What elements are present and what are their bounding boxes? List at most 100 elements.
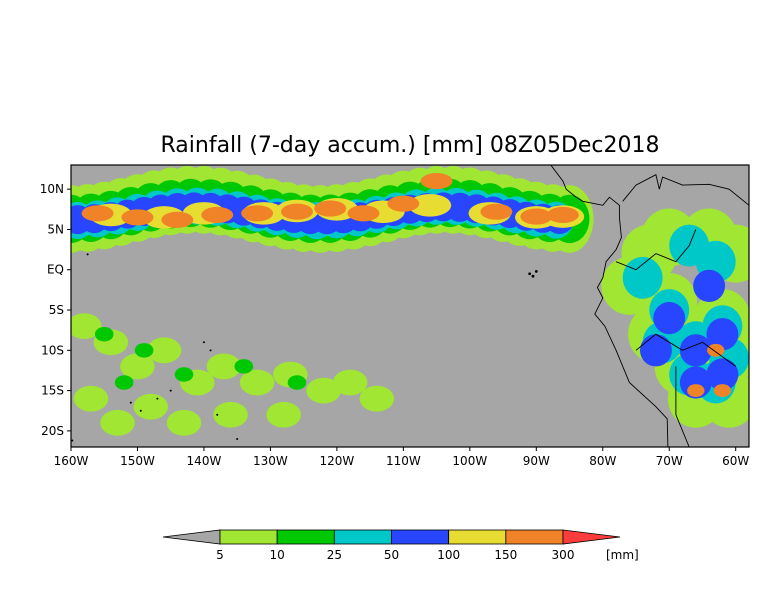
colorbar-level-label: 100	[437, 548, 460, 562]
rain-patch	[408, 194, 452, 217]
island-marker	[139, 409, 142, 412]
colorbar-level-label: 50	[384, 548, 399, 562]
colorbar-swatch	[391, 529, 450, 545]
island-marker	[216, 413, 219, 416]
rain-patch	[239, 369, 275, 396]
rain-patch	[81, 205, 114, 222]
caribbean-coastline	[622, 174, 749, 206]
colorbar-swatch	[333, 529, 392, 545]
lon-tick-label: 90W	[523, 454, 550, 468]
rain-patch	[387, 195, 420, 212]
rain-patch	[166, 409, 202, 436]
colorbar-level-label: 300	[552, 548, 575, 562]
island-marker	[129, 401, 132, 404]
rain-patch	[653, 301, 686, 335]
lat-tick-label: 5N	[47, 222, 64, 236]
colorbar-level-label: 10	[270, 548, 285, 562]
rain-patch	[281, 203, 313, 220]
rain-patch	[314, 200, 347, 217]
lat-tick-label: 15S	[41, 384, 64, 398]
rain-patch	[639, 334, 672, 367]
rain-patch	[206, 353, 242, 380]
rain-patch	[622, 256, 663, 299]
rain-patch	[161, 211, 194, 228]
pacific-coastline	[523, 165, 669, 447]
rain-patch	[546, 206, 579, 224]
colorbar-level-label: 5	[216, 548, 224, 562]
rain-patch	[693, 269, 726, 302]
rain-patch	[234, 359, 254, 374]
rain-patch	[201, 206, 234, 224]
border-line	[615, 229, 697, 271]
rain-patch	[687, 384, 705, 398]
rain-patch	[241, 205, 274, 222]
map-plot-area	[71, 165, 749, 447]
longitude-axis: 160W 150W 140W 130W 120W 110W 100W 90W 80W 70W 60W	[54, 447, 749, 468]
rain-patch	[332, 369, 368, 396]
colorbar-swatch	[276, 529, 335, 545]
island-marker	[531, 274, 535, 278]
colorbar-swatch	[505, 529, 564, 545]
lon-tick-label: 100W	[452, 454, 487, 468]
lat-tick-label: 5S	[49, 303, 64, 317]
rain-patch	[114, 375, 134, 390]
colorbar: 5 10 25 50 100 150 300 [mm]	[162, 529, 639, 562]
rain-patch	[707, 343, 725, 357]
colorbar-high-triangle	[562, 529, 621, 545]
rain-patch	[146, 337, 182, 364]
island-marker	[169, 389, 172, 392]
rain-patch	[359, 385, 395, 412]
rain-patch	[213, 401, 248, 428]
rain-patch	[347, 205, 380, 222]
rain-patch	[706, 358, 739, 391]
lat-tick-label: 10N	[40, 182, 64, 196]
rainfall-field	[71, 165, 749, 436]
colorbar-unit: [mm]	[606, 548, 639, 562]
colorbar-level-label: 150	[494, 548, 517, 562]
lon-tick-label: 130W	[253, 454, 288, 468]
rain-patch	[73, 385, 109, 412]
rain-patch	[266, 401, 301, 428]
lon-tick-label: 120W	[319, 454, 354, 468]
lon-tick-label: 160W	[54, 454, 89, 468]
lat-tick-label: EQ	[47, 263, 64, 277]
rain-patch	[100, 409, 135, 436]
lon-tick-label: 140W	[187, 454, 222, 468]
island-marker	[209, 349, 212, 352]
rain-patch	[287, 375, 307, 390]
rain-patch	[679, 334, 712, 367]
rain-patch	[71, 313, 102, 340]
colorbar-low-triangle	[162, 529, 221, 545]
rain-patch	[306, 377, 341, 404]
island-marker	[202, 341, 205, 344]
island-marker	[86, 253, 89, 256]
rain-patch	[706, 318, 739, 351]
rain-patch	[174, 367, 194, 382]
latitude-axis: 10N 5N EQ 5S 10S 15S 20S	[40, 182, 71, 438]
colorbar-level-label: 25	[327, 548, 342, 562]
rain-patch	[480, 203, 513, 220]
island-marker	[71, 439, 74, 442]
lat-tick-label: 20S	[41, 424, 64, 438]
colorbar-swatch	[448, 529, 507, 545]
lat-tick-label: 10S	[41, 343, 64, 357]
lon-tick-label: 150W	[120, 454, 155, 468]
map-frame	[70, 164, 750, 448]
lon-tick-label: 110W	[386, 454, 421, 468]
island-marker	[528, 272, 532, 276]
island-marker	[534, 269, 538, 273]
border-line	[675, 366, 690, 447]
rain-patch	[120, 353, 155, 380]
rain-patch	[133, 393, 169, 420]
border-line	[635, 333, 736, 367]
rain-patch	[121, 209, 154, 226]
lon-tick-label: 70W	[656, 454, 683, 468]
island-marker	[156, 397, 159, 400]
rain-patch	[420, 173, 453, 190]
lon-tick-label: 60W	[722, 454, 749, 468]
coastlines	[71, 165, 749, 447]
rain-patch	[520, 208, 553, 225]
lon-tick-label: 80W	[589, 454, 616, 468]
rain-patch	[94, 326, 114, 342]
